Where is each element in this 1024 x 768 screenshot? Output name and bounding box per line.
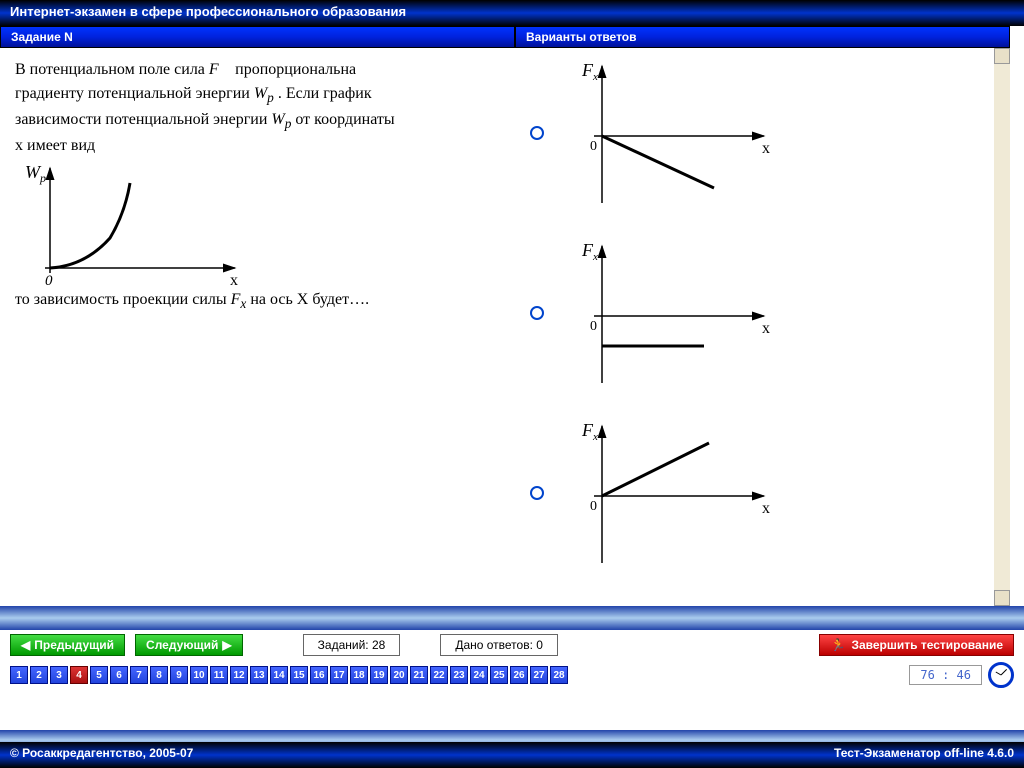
svg-text:x: x	[762, 500, 770, 517]
answers-body: Fx 0 x Fx 0 x	[515, 48, 1010, 608]
question-header: Задание N	[0, 26, 515, 48]
qnav-1[interactable]: 1	[10, 666, 28, 684]
answers-header: Варианты ответов	[515, 26, 1010, 48]
radio-icon[interactable]	[530, 306, 544, 320]
qnav-24[interactable]: 24	[470, 666, 488, 684]
question-panel: Задание N В потенциальном поле сила F⃗ п…	[0, 26, 515, 606]
svg-text:0: 0	[590, 319, 597, 334]
answer-graph-1: Fx 0 x	[564, 58, 774, 208]
scroll-down-icon[interactable]	[994, 590, 1010, 606]
qnav-15[interactable]: 15	[290, 666, 308, 684]
version: Тест-Экзаменатор off-line 4.6.0	[834, 746, 1014, 764]
qnav-2[interactable]: 2	[30, 666, 48, 684]
app-title: Интернет-экзамен в сфере профессионально…	[0, 0, 1024, 26]
separator	[0, 606, 1024, 630]
qnav-21[interactable]: 21	[410, 666, 428, 684]
qnav-7[interactable]: 7	[130, 666, 148, 684]
svg-text:0: 0	[590, 499, 597, 514]
qnav-12[interactable]: 12	[230, 666, 248, 684]
question-body: В потенциальном поле сила F⃗ пропорциона…	[0, 48, 515, 325]
qnav-17[interactable]: 17	[330, 666, 348, 684]
svg-text:Fx: Fx	[581, 420, 598, 443]
qnav-23[interactable]: 23	[450, 666, 468, 684]
scrollbar[interactable]	[994, 48, 1010, 606]
prev-button[interactable]: ◀Предыдущий	[10, 634, 125, 656]
svg-text:x: x	[762, 140, 770, 157]
qnav-16[interactable]: 16	[310, 666, 328, 684]
answer-option-1[interactable]: Fx 0 x	[530, 58, 995, 208]
qnav-10[interactable]: 10	[190, 666, 208, 684]
svg-text:x: x	[762, 320, 770, 337]
svg-text:Fx: Fx	[581, 60, 598, 83]
radio-icon[interactable]	[530, 486, 544, 500]
timer-area: 76 : 46	[909, 662, 1014, 688]
svg-text:x: x	[230, 272, 238, 288]
qnav-22[interactable]: 22	[430, 666, 448, 684]
arrow-left-icon: ◀	[21, 638, 30, 652]
answer-option-3[interactable]: Fx 0 x	[530, 418, 995, 568]
qnav-18[interactable]: 18	[350, 666, 368, 684]
svg-text:Fx: Fx	[581, 240, 598, 263]
qnav-28[interactable]: 28	[550, 666, 568, 684]
svg-text:Wp: Wp	[25, 162, 46, 185]
radio-icon[interactable]	[530, 126, 544, 140]
qnav-3[interactable]: 3	[50, 666, 68, 684]
answers-panel: Варианты ответов Fx 0 x	[515, 26, 1010, 606]
qnav-8[interactable]: 8	[150, 666, 168, 684]
svg-text:0: 0	[590, 139, 597, 154]
qnav-13[interactable]: 13	[250, 666, 268, 684]
qnav-6[interactable]: 6	[110, 666, 128, 684]
answered-count: Дано ответов: 0	[440, 634, 558, 656]
next-button[interactable]: Следующий▶	[135, 634, 243, 656]
qnav-20[interactable]: 20	[390, 666, 408, 684]
controls-bar: ◀Предыдущий Следующий▶ Заданий: 28 Дано …	[0, 630, 1024, 660]
footer: © Росаккредагентство, 2005-07 Тест-Экзам…	[0, 742, 1024, 768]
qnav-11[interactable]: 11	[210, 666, 228, 684]
svg-text:0: 0	[45, 273, 53, 288]
clock-icon	[988, 662, 1014, 688]
qnav-26[interactable]: 26	[510, 666, 528, 684]
scroll-up-icon[interactable]	[994, 48, 1010, 64]
answer-option-2[interactable]: Fx 0 x	[530, 238, 995, 388]
qnav-27[interactable]: 27	[530, 666, 548, 684]
qnav-19[interactable]: 19	[370, 666, 388, 684]
qnav-25[interactable]: 25	[490, 666, 508, 684]
answer-graph-2: Fx 0 x	[564, 238, 774, 388]
answer-graph-3: Fx 0 x	[564, 418, 774, 568]
arrow-right-icon: ▶	[222, 638, 231, 652]
qnav-4[interactable]: 4	[70, 666, 88, 684]
finish-button[interactable]: 🏃Завершить тестирование	[819, 634, 1014, 656]
timer: 76 : 46	[909, 665, 982, 685]
qnav-9[interactable]: 9	[170, 666, 188, 684]
exit-icon: 🏃	[830, 638, 845, 652]
copyright: © Росаккредагентство, 2005-07	[10, 746, 193, 764]
qnav-14[interactable]: 14	[270, 666, 288, 684]
qnav-5[interactable]: 5	[90, 666, 108, 684]
question-graph: Wp 0 x	[15, 158, 245, 288]
question-nav: 1234567891011121314151617181920212223242…	[0, 660, 1024, 690]
total-tasks: Заданий: 28	[303, 634, 401, 656]
main-content: Задание N В потенциальном поле сила F⃗ п…	[0, 26, 1024, 606]
